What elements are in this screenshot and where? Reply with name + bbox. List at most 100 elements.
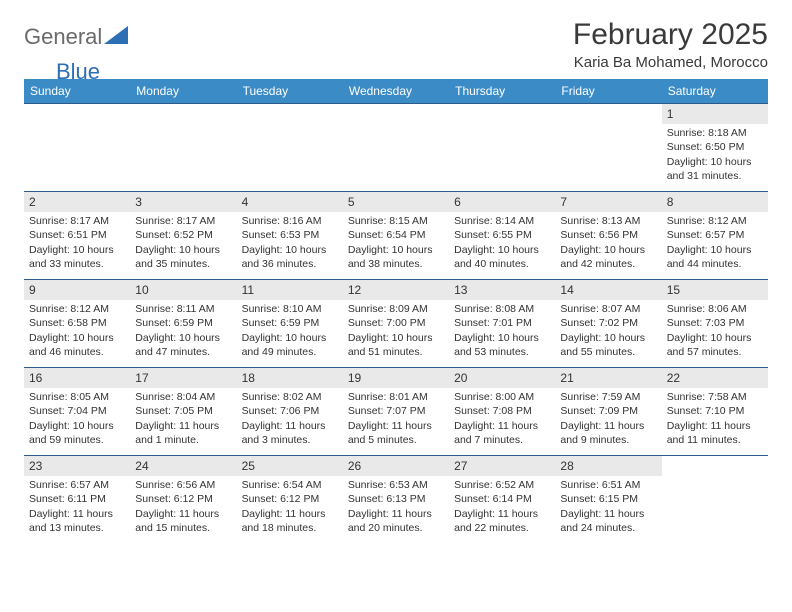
day-number-bar: 2 [24,192,130,212]
day-cell: 17Sunrise: 8:04 AMSunset: 7:05 PMDayligh… [130,368,236,455]
month-title: February 2025 [573,18,768,52]
sunset-line: Sunset: 6:53 PM [242,228,338,242]
day-cell: 9 Sunrise: 8:12 AMSunset: 6:58 PMDaylight… [24,280,130,367]
day-number-bar: 26 [343,456,449,476]
daylight-line: Daylight: 10 hours and 38 minutes. [348,243,444,271]
sunrise-line: Sunrise: 8:15 AM [348,214,444,228]
weekday-header-row: SundayMondayTuesdayWednesdayThursdayFrid… [24,79,768,103]
sunset-line: Sunset: 6:55 PM [454,228,550,242]
daylight-line: Daylight: 10 hours and 36 minutes. [242,243,338,271]
day-cell: 10 Sunrise: 8:11 AMSunset: 6:59 PMDayligh… [130,280,236,367]
daylight-line: Daylight: 10 hours and 55 minutes. [560,331,656,359]
day-number-bar: 3 [130,192,236,212]
sunset-line: Sunset: 7:01 PM [454,316,550,330]
sunset-line: Sunset: 6:13 PM [348,492,444,506]
day-cell: 19Sunrise: 8:01 AMSunset: 7:07 PMDayligh… [343,368,449,455]
day-number: 7 [560,195,567,209]
sunset-line: Sunset: 7:06 PM [242,404,338,418]
sunset-line: Sunset: 6:52 PM [135,228,231,242]
day-number: 17 [135,371,148,385]
day-cell: 28Sunrise: 6:51 AMSunset: 6:15 PMDayligh… [555,456,661,543]
week-row: 1Sunrise: 8:18 AMSunset: 6:50 PMDaylight… [24,103,768,191]
day-detail: Sunrise: 8:11 AMSunset: 6:59 PMDaylight:… [130,300,236,363]
sunrise-line: Sunrise: 8:12 AM [29,302,125,316]
logo-text-blue: Blue [56,59,100,85]
sunrise-line: Sunrise: 8:17 AM [29,214,125,228]
sunset-line: Sunset: 6:12 PM [135,492,231,506]
sunrise-line: Sunrise: 6:51 AM [560,478,656,492]
day-number-bar: 8 [662,192,768,212]
daylight-line: Daylight: 10 hours and 31 minutes. [667,155,763,183]
day-number-bar: 1 [662,104,768,124]
day-number: 20 [454,371,467,385]
day-detail: Sunrise: 8:14 AMSunset: 6:55 PMDaylight:… [449,212,555,275]
day-number-bar: 6 [449,192,555,212]
day-cell: 20Sunrise: 8:00 AMSunset: 7:08 PMDayligh… [449,368,555,455]
day-number: 4 [242,195,249,209]
day-number-bar: 22 [662,368,768,388]
day-number-bar: 20 [449,368,555,388]
day-number-bar: 10 [130,280,236,300]
day-number: 12 [348,283,361,297]
sunrise-line: Sunrise: 8:05 AM [29,390,125,404]
sunset-line: Sunset: 7:05 PM [135,404,231,418]
day-cell: 13Sunrise: 8:08 AMSunset: 7:01 PMDayligh… [449,280,555,367]
day-cell: 15 Sunrise: 8:06 AMSunset: 7:03 PMDayligh… [662,280,768,367]
day-number: 6 [454,195,461,209]
sunset-line: Sunset: 6:58 PM [29,316,125,330]
day-detail: Sunrise: 8:08 AMSunset: 7:01 PMDaylight:… [449,300,555,363]
weekday-header-monday: Monday [130,79,236,103]
day-number-bar: 18 [237,368,343,388]
sunset-line: Sunset: 7:00 PM [348,316,444,330]
day-number: 25 [242,459,255,473]
day-number: 9 [29,283,36,297]
day-detail: Sunrise: 8:02 AMSunset: 7:06 PMDaylight:… [237,388,343,451]
page-header: General February 2025 Karia Ba Mohamed, … [24,18,768,71]
sunrise-line: Sunrise: 8:09 AM [348,302,444,316]
sunrise-line: Sunrise: 8:08 AM [454,302,550,316]
day-detail: Sunrise: 7:58 AMSunset: 7:10 PMDaylight:… [662,388,768,451]
daylight-line: Daylight: 11 hours and 20 minutes. [348,507,444,535]
day-number-bar: 15 [662,280,768,300]
daylight-line: Daylight: 11 hours and 1 minute. [135,419,231,447]
daylight-line: Daylight: 10 hours and 59 minutes. [29,419,125,447]
day-cell: 2Sunrise: 8:17 AMSunset: 6:51 PMDaylight… [24,192,130,279]
day-number: 28 [560,459,573,473]
sunrise-line: Sunrise: 8:07 AM [560,302,656,316]
empty-day-cell [555,104,661,191]
sunrise-line: Sunrise: 7:58 AM [667,390,763,404]
sunrise-line: Sunrise: 6:53 AM [348,478,444,492]
day-number-bar: 24 [130,456,236,476]
daylight-line: Daylight: 11 hours and 3 minutes. [242,419,338,447]
day-number-bar: 4 [237,192,343,212]
day-number: 18 [242,371,255,385]
day-number-bar: 28 [555,456,661,476]
day-detail: Sunrise: 8:18 AMSunset: 6:50 PMDaylight:… [662,124,768,187]
sunrise-line: Sunrise: 8:06 AM [667,302,763,316]
daylight-line: Daylight: 10 hours and 42 minutes. [560,243,656,271]
daylight-line: Daylight: 10 hours and 57 minutes. [667,331,763,359]
sunset-line: Sunset: 6:50 PM [667,140,763,154]
day-detail: Sunrise: 8:12 AMSunset: 6:58 PMDaylight:… [24,300,130,363]
day-number: 2 [29,195,36,209]
day-detail: Sunrise: 8:09 AMSunset: 7:00 PMDaylight:… [343,300,449,363]
day-number: 15 [667,283,680,297]
sunrise-line: Sunrise: 8:17 AM [135,214,231,228]
day-cell: 3Sunrise: 8:17 AMSunset: 6:52 PMDaylight… [130,192,236,279]
day-detail: Sunrise: 8:06 AMSunset: 7:03 PMDaylight:… [662,300,768,363]
sunset-line: Sunset: 6:59 PM [135,316,231,330]
week-row: 23Sunrise: 6:57 AMSunset: 6:11 PMDayligh… [24,455,768,543]
day-number: 22 [667,371,680,385]
sunrise-line: Sunrise: 7:59 AM [560,390,656,404]
day-cell: 22 Sunrise: 7:58 AMSunset: 7:10 PMDayligh… [662,368,768,455]
sunset-line: Sunset: 6:15 PM [560,492,656,506]
day-detail: Sunrise: 8:10 AMSunset: 6:59 PMDaylight:… [237,300,343,363]
daylight-line: Daylight: 10 hours and 46 minutes. [29,331,125,359]
sunrise-line: Sunrise: 6:54 AM [242,478,338,492]
sunset-line: Sunset: 7:10 PM [667,404,763,418]
daylight-line: Daylight: 11 hours and 15 minutes. [135,507,231,535]
daylight-line: Daylight: 11 hours and 11 minutes. [667,419,763,447]
sunset-line: Sunset: 6:51 PM [29,228,125,242]
day-cell: 1Sunrise: 8:18 AMSunset: 6:50 PMDaylight… [662,104,768,191]
day-number: 10 [135,283,148,297]
